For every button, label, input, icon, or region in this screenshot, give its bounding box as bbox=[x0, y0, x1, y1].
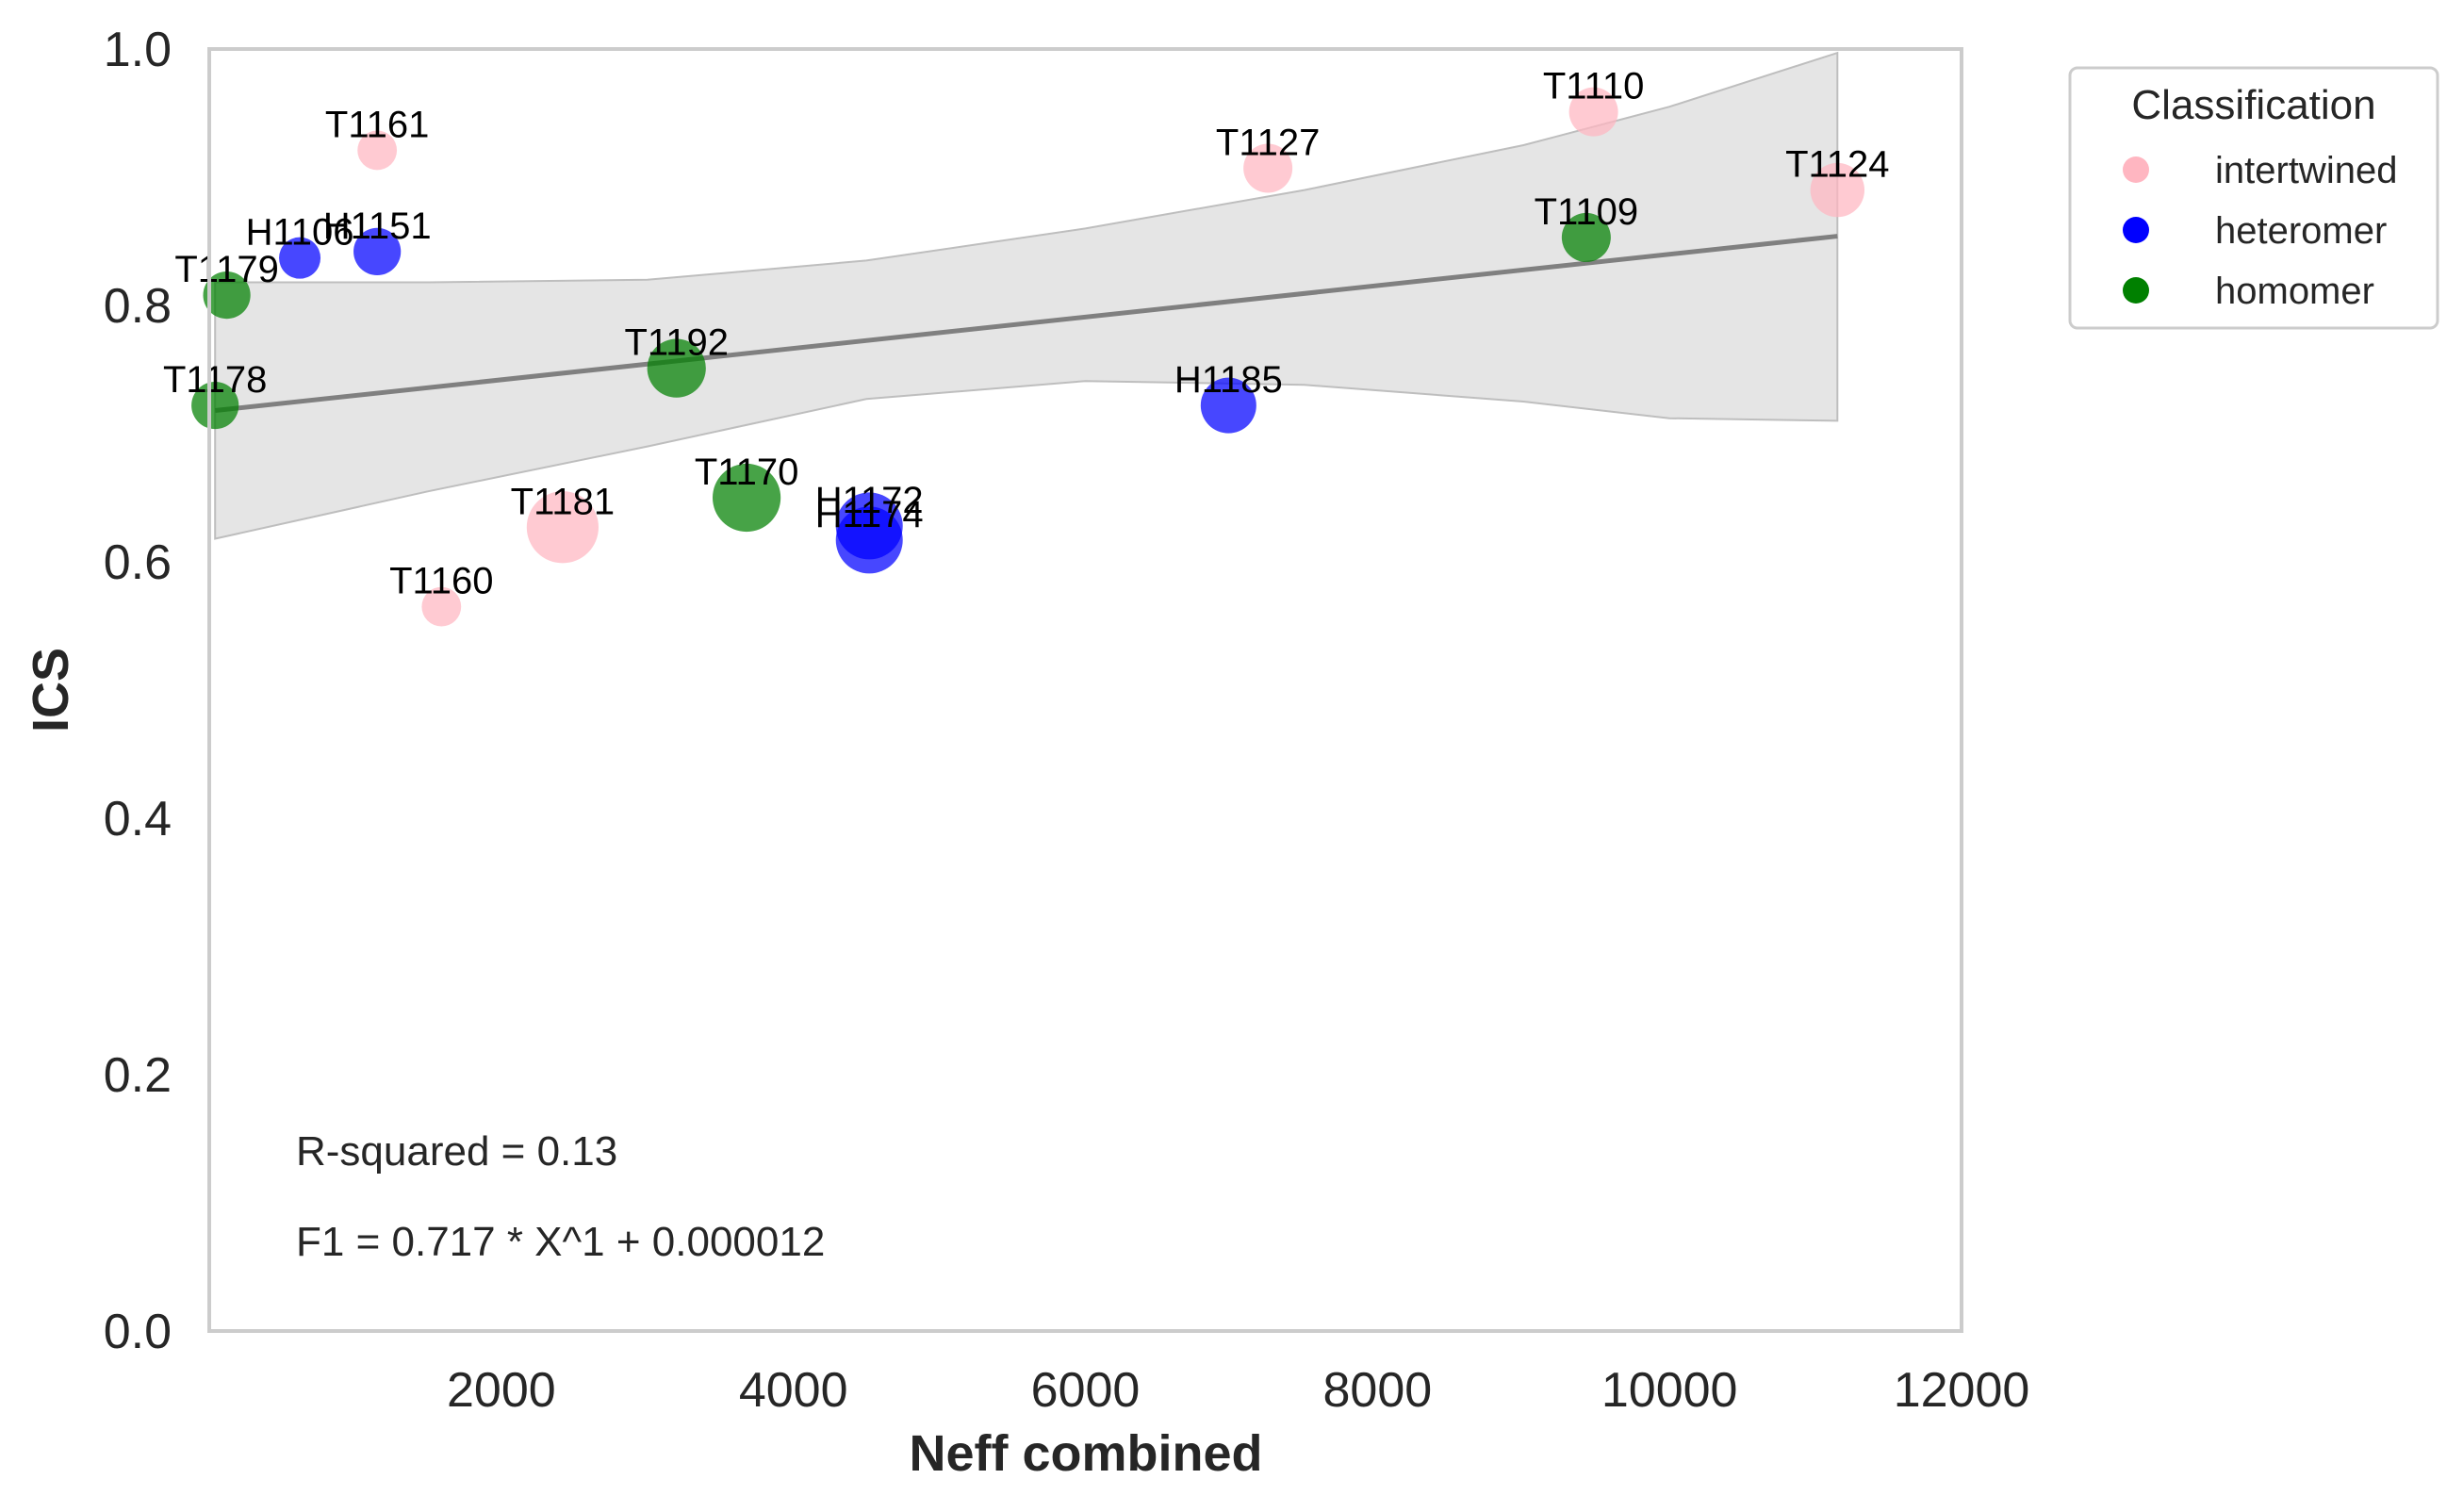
point-label-t1181: T1181 bbox=[511, 481, 615, 522]
x-tick-label: 8000 bbox=[1322, 1363, 1432, 1418]
data-point-t1110 bbox=[1568, 87, 1618, 137]
point-label-t1110: T1110 bbox=[1543, 66, 1644, 107]
data-point-t1124 bbox=[1810, 162, 1865, 218]
legend-label-intertwined: intertwined bbox=[2215, 150, 2397, 191]
data-point-h1106 bbox=[279, 237, 321, 279]
x-tick-label: 12000 bbox=[1894, 1363, 2030, 1418]
x-tick-label: 4000 bbox=[739, 1363, 848, 1418]
data-point-t1170 bbox=[712, 463, 781, 533]
regression-line bbox=[214, 234, 1838, 414]
x-axis-label: Neff combined bbox=[909, 1425, 1262, 1482]
legend-marker-homomer bbox=[2123, 277, 2149, 304]
legend-entries: intertwined heteromer homomer bbox=[2123, 150, 2397, 312]
point-label-h1185: H1185 bbox=[1174, 359, 1283, 401]
confidence-band bbox=[214, 51, 1839, 540]
point-label-t1160: T1160 bbox=[389, 561, 493, 602]
point-label-h1151: H1151 bbox=[323, 205, 432, 247]
confidence-band-layer bbox=[214, 51, 1839, 540]
point-label-h1106: H1106 bbox=[246, 212, 354, 254]
r-squared-annotation: R-squared = 0.13 bbox=[296, 1128, 617, 1175]
y-tick-label: 0.4 bbox=[104, 792, 172, 846]
point-label-t1161: T1161 bbox=[325, 104, 429, 145]
legend-label-homomer: homomer bbox=[2215, 271, 2374, 312]
legend-marker-heteromer bbox=[2123, 217, 2149, 243]
data-point-t1161 bbox=[357, 130, 398, 171]
point-label-t1179: T1179 bbox=[174, 249, 278, 290]
y-tick-label: 0.0 bbox=[104, 1305, 172, 1359]
point-label-t1127: T1127 bbox=[1216, 122, 1320, 163]
y-axis-label: ICS bbox=[23, 648, 79, 732]
data-point-h1151 bbox=[353, 227, 402, 275]
data-point-h1174 bbox=[835, 506, 903, 574]
equation-annotation: F1 = 0.717 * X^1 + 0.000012 bbox=[296, 1219, 825, 1265]
y-tick-label: 0.6 bbox=[104, 535, 172, 590]
x-tick-label: 2000 bbox=[447, 1363, 556, 1418]
point-label-t1170: T1170 bbox=[695, 452, 798, 493]
data-point-t1109 bbox=[1561, 212, 1611, 262]
y-tick-label: 0.8 bbox=[104, 279, 172, 334]
y-tick-label: 0.2 bbox=[104, 1048, 172, 1103]
point-label-t1124: T1124 bbox=[1785, 144, 1889, 186]
plot-frame bbox=[207, 47, 1963, 1333]
point-label-t1192: T1192 bbox=[625, 322, 729, 364]
x-tick-label: 10000 bbox=[1601, 1363, 1738, 1418]
legend-marker-intertwined bbox=[2123, 156, 2149, 183]
x-tick-label: 6000 bbox=[1031, 1363, 1141, 1418]
y-tick-label: 1.0 bbox=[104, 23, 172, 77]
regression-line-layer bbox=[214, 234, 1838, 414]
data-point-t1192 bbox=[647, 338, 706, 398]
legend-label-heteromer: heteromer bbox=[2215, 210, 2387, 252]
point-label-t1109: T1109 bbox=[1535, 191, 1638, 233]
data-point-t1160 bbox=[421, 586, 462, 627]
data-point-t1179 bbox=[203, 271, 251, 320]
point-label-h1172: H1172 bbox=[815, 480, 924, 521]
x-ticks: 2000 4000 6000 8000 10000 12000 bbox=[447, 1363, 2029, 1418]
data-point-t1178 bbox=[191, 381, 239, 430]
legend-title: Classification bbox=[2131, 82, 2375, 128]
point-label-h1174: H1174 bbox=[815, 494, 924, 535]
scatter-points-layer bbox=[191, 87, 1865, 627]
data-point-h1185 bbox=[1200, 377, 1256, 434]
y-ticks: 0.0 0.2 0.4 0.6 0.8 1.0 bbox=[104, 23, 172, 1359]
point-label-t1178: T1178 bbox=[163, 359, 267, 401]
legend-box bbox=[2068, 66, 2439, 330]
data-point-t1127 bbox=[1243, 143, 1293, 193]
data-point-t1181 bbox=[526, 491, 599, 564]
legend: Classification intertwined heteromer homom… bbox=[2068, 66, 2439, 330]
